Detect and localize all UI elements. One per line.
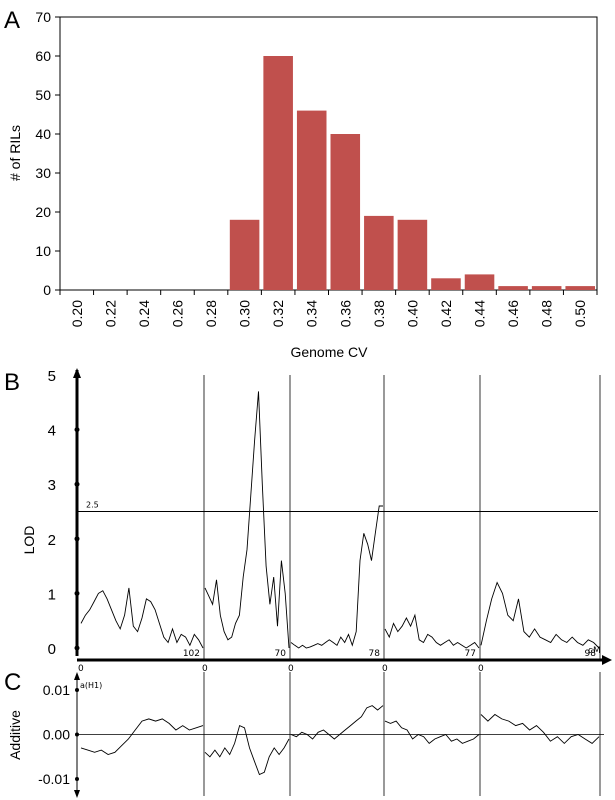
lod-y-tick-label: 5 xyxy=(48,368,56,385)
additive-y-axis-top-arrow xyxy=(74,672,80,680)
additive-trace xyxy=(384,720,480,745)
additive-trace xyxy=(204,724,290,776)
histogram-frame xyxy=(59,16,598,291)
histogram-x-tick-label: 0.38 xyxy=(371,300,387,327)
histogram-bar xyxy=(464,274,495,290)
lod-y-tick-label: 0 xyxy=(48,641,56,658)
additive-y-tick-label: 0.00 xyxy=(43,727,70,743)
histogram-x-tick-label: 0.36 xyxy=(337,300,353,327)
additive-trace xyxy=(80,718,204,755)
additive-y-tick-label: -0.01 xyxy=(38,771,70,787)
lod-y-tick xyxy=(74,590,80,596)
lod-chromosome-end-label: 77 xyxy=(465,649,476,659)
histogram-y-tick-label: 40 xyxy=(35,126,51,142)
additive-y-axis-label: Additive xyxy=(7,710,23,760)
histogram-x-tick-label: 0.40 xyxy=(404,300,420,327)
histogram-x-tick-label: 0.22 xyxy=(102,300,118,327)
histogram-x-tick-label: 0.48 xyxy=(539,300,555,327)
additive-y-tick-label: 0.01 xyxy=(43,682,70,698)
lod-y-tick-label: 4 xyxy=(48,423,56,440)
histogram-y-tick-label: 70 xyxy=(35,9,51,25)
panel-label-a: A xyxy=(4,7,20,34)
histogram-bar xyxy=(364,215,394,290)
lod-y-axis-label: LOD xyxy=(21,526,37,555)
histogram-y-tick-label: 60 xyxy=(35,48,51,64)
histogram-y-tick-label: 10 xyxy=(35,243,51,259)
lod-y-tick-label: 2 xyxy=(48,532,56,549)
lod-chromosome-end-label: 102 xyxy=(183,649,200,659)
lod-chromosome-start-label: 0 xyxy=(288,664,294,674)
histogram-x-tick-label: 0.30 xyxy=(237,300,253,327)
lod-y-tick-label: 3 xyxy=(48,477,56,494)
lod-y-tick xyxy=(74,645,80,651)
histogram-y-axis-label: # of RILs xyxy=(7,125,23,181)
histogram-bar xyxy=(296,110,327,290)
histogram-y-tick-label: 50 xyxy=(35,87,51,103)
histogram-x-tick-label: 0.34 xyxy=(304,300,320,327)
lod-chromosome-start-label: 0 xyxy=(78,664,84,674)
lod-chromosome-start-label: 0 xyxy=(202,664,208,674)
histogram-x-tick-label: 0.42 xyxy=(438,300,454,327)
panel-label-c: C xyxy=(4,669,21,696)
histogram-bar xyxy=(263,56,293,290)
histogram-bar xyxy=(330,134,361,290)
lod-trace xyxy=(80,587,204,649)
additive-y-axis-bottom-arrow xyxy=(74,790,80,798)
lod-y-tick-label: 1 xyxy=(48,586,56,603)
histogram-bar xyxy=(431,278,461,290)
lod-trace xyxy=(480,581,600,649)
panel-label-b: B xyxy=(4,369,20,396)
histogram-y-tick-label: 20 xyxy=(35,204,51,220)
histogram-bar xyxy=(229,219,260,290)
lod-x-unit: cM xyxy=(588,646,601,656)
additive-chart: -0.01 0.00 0.01 a(H1) Additive xyxy=(7,672,604,798)
lod-y-tick xyxy=(74,427,80,433)
lod-chromosome-start-label: 0 xyxy=(382,664,388,674)
histogram-bar xyxy=(397,219,428,290)
histogram-x-tick-label: 0.24 xyxy=(136,300,152,327)
histogram-y-tick-label: 30 xyxy=(35,165,51,181)
histogram-x-axis-label: Genome CV xyxy=(290,344,368,360)
lod-chromosome-end-label: 70 xyxy=(275,649,287,659)
lod-x-axis-arrow xyxy=(602,655,612,665)
histogram-x-tick-label: 0.50 xyxy=(572,300,588,327)
histogram-x-tick-label: 0.20 xyxy=(69,300,85,327)
lod-chromosome-end-label: 98 xyxy=(585,649,597,659)
histogram-bar xyxy=(565,286,595,290)
lod-trace xyxy=(290,505,383,649)
lod-chromosome-start-label: 0 xyxy=(478,664,484,674)
lod-threshold-label: 2.5 xyxy=(86,501,99,510)
additive-y-tick xyxy=(75,777,79,781)
histogram-bar xyxy=(531,286,562,290)
additive-trace xyxy=(480,713,600,745)
additive-series-label: a(H1) xyxy=(80,681,102,690)
histogram-x-tick-label: 0.44 xyxy=(472,300,488,327)
histogram-bar xyxy=(498,286,528,290)
additive-y-tick xyxy=(75,688,79,692)
histogram-chart: 0 10 20 30 40 50 60 70 0.20 0.22 0.24 0.26 0.28 0.30… xyxy=(7,9,598,360)
histogram-x-tick-label: 0.26 xyxy=(169,300,185,327)
lod-y-tick xyxy=(74,481,80,487)
lod-y-tick xyxy=(74,372,80,378)
lod-trace xyxy=(384,613,480,649)
lod-trace xyxy=(204,391,290,649)
histogram-x-tick-label: 0.28 xyxy=(203,300,219,327)
histogram-x-tick-label: 0.46 xyxy=(505,300,521,327)
histogram-x-tick-label: 0.32 xyxy=(270,300,286,327)
histogram-y-tick-label: 0 xyxy=(43,282,51,298)
additive-trace xyxy=(290,705,384,740)
lod-y-tick xyxy=(74,536,80,542)
lod-chromosome-end-label: 78 xyxy=(369,649,381,659)
